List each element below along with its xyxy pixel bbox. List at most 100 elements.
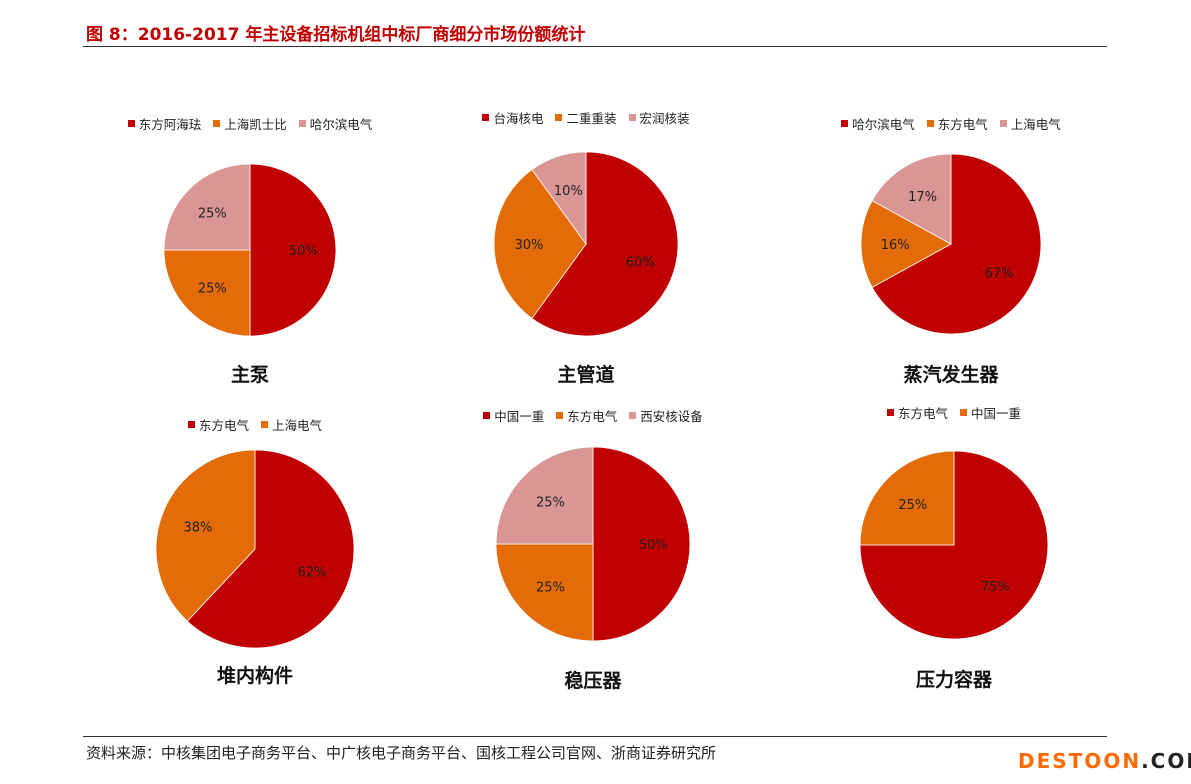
legend-item: 二重重装 (555, 108, 617, 127)
pie-slice (163, 249, 251, 337)
legend-swatch (213, 120, 221, 127)
legend-swatch (926, 120, 934, 127)
slice-value-label: 50% (639, 538, 668, 553)
pie-chart: 50% 25% 25% (495, 446, 691, 642)
slice-value-label: 17% (908, 190, 937, 205)
slice-value-label: 50% (289, 244, 318, 259)
pie-slice (493, 169, 587, 319)
legend-item: 上海凯士比 (213, 114, 287, 133)
legend-swatch (886, 409, 894, 416)
legend-swatch (556, 412, 564, 419)
legend-item: 中国一重 (483, 406, 544, 425)
pie-slice (871, 153, 1042, 335)
pie-slice (495, 543, 594, 642)
pie-slice (859, 450, 1049, 640)
pie-slice (531, 151, 679, 337)
legend-swatch (482, 114, 490, 121)
legend-label: 台海核电 (493, 111, 544, 126)
legend-item: 上海电气 (261, 415, 322, 434)
legend-item: 东方电气 (926, 114, 988, 133)
legend-label: 东方电气 (897, 406, 948, 421)
pie-chart-panel: 台海核电 二重重装 宏润核装 60% 30% 10% 主管道 (436, 104, 736, 404)
legend-item: 台海核电 (482, 108, 543, 127)
pie-slice (592, 446, 691, 642)
legend-swatch (960, 409, 967, 416)
legend-swatch (999, 120, 1007, 127)
watermark-logo: DESTOON.COM (1018, 749, 1191, 773)
pie-slice (531, 151, 587, 246)
legend-swatch (298, 120, 306, 127)
pie-chart: 50% 25% 25% (163, 163, 337, 337)
legend-item: 哈尔滨电气 (841, 114, 915, 133)
slice-value-label: 60% (626, 256, 655, 271)
legend-item: 东方电气 (187, 415, 249, 434)
slice-value-label: 25% (198, 282, 227, 297)
pie-slice (860, 200, 952, 288)
pie-chart: 60% 30% 10% (493, 151, 679, 337)
pie-slice (859, 450, 955, 546)
legend-swatch (187, 421, 195, 428)
legend-item: 东方电气 (886, 403, 948, 422)
pie-slice (155, 449, 256, 622)
slice-value-label: 10% (554, 184, 583, 199)
chart-title: 蒸汽发生器 (903, 364, 999, 386)
slice-value-label: 25% (536, 495, 565, 510)
pie-chart-panel: 东方电气 中国一重 75% 25% 压力容器 (804, 401, 1104, 701)
pie-chart: 75% 25% (859, 450, 1049, 640)
legend-swatch (555, 114, 563, 121)
chart-title: 压力容器 (915, 669, 992, 691)
slice-value-label: 25% (898, 498, 927, 513)
pie-chart-panel: 东方阿海珐 上海凯士比 哈尔滨电气 50% 25% 25% 主泵 (100, 110, 400, 410)
legend-label: 上海电气 (272, 418, 323, 433)
legend-label: 东方电气 (937, 117, 988, 132)
legend-label: 中国一重 (971, 406, 1022, 421)
legend-item: 东方阿海珐 (127, 114, 202, 133)
slice-value-label: 75% (981, 580, 1010, 595)
legend-item: 东方电气 (556, 406, 617, 425)
source-note: 资料来源：中核集团电子商务平台、中广核电子商务平台、国核工程公司官网、浙商证券研… (86, 744, 717, 762)
pie-slice (249, 163, 337, 337)
legend-swatch (261, 421, 268, 428)
chart-legend: 东方电气 上海电气 (105, 415, 405, 434)
legend-item: 西安核设备 (629, 406, 703, 425)
legend-label: 宏润核装 (639, 111, 690, 126)
pie-slice (186, 449, 355, 649)
pie-slice (163, 163, 251, 251)
chart-legend: 台海核电 二重重装 宏润核装 (436, 108, 736, 127)
legend-label: 二重重装 (566, 111, 617, 126)
chart-title: 主管道 (557, 364, 615, 386)
legend-swatch (629, 412, 637, 419)
chart-title: 主泵 (230, 364, 269, 386)
figure-title: 图 8：2016-2017 年主设备招标机组中标厂商细分市场份额统计 (86, 25, 586, 45)
legend-label: 东方电气 (567, 409, 618, 424)
slice-value-label: 67% (985, 266, 1014, 281)
legend-swatch (841, 120, 849, 127)
legend-swatch (483, 412, 491, 419)
slice-value-label: 16% (881, 238, 910, 253)
pie-slice (871, 153, 952, 245)
pie-chart: 67% 16% 17% (860, 153, 1042, 335)
legend-label: 上海凯士比 (224, 117, 287, 132)
chart-legend: 中国一重 东方电气 西安核设备 (443, 406, 743, 425)
slice-value-label: 25% (536, 581, 565, 596)
legend-label: 东方电气 (198, 418, 249, 433)
pie-slice (495, 446, 594, 545)
chart-title: 稳压器 (564, 670, 622, 692)
bottom-divider (83, 736, 1107, 737)
chart-title: 堆内构件 (216, 665, 293, 687)
legend-label: 东方阿海珐 (138, 117, 202, 132)
legend-label: 中国一重 (494, 409, 545, 424)
legend-label: 哈尔滨电气 (309, 117, 373, 132)
chart-legend: 东方电气 中国一重 (804, 403, 1104, 422)
slice-value-label: 38% (183, 520, 212, 535)
legend-label: 上海电气 (1010, 117, 1061, 132)
legend-item: 宏润核装 (628, 108, 690, 127)
legend-swatch (127, 120, 135, 127)
pie-chart: 62% 38% (155, 449, 355, 649)
chart-legend: 东方阿海珐 上海凯士比 哈尔滨电气 (100, 114, 400, 133)
pie-chart-panel: 哈尔滨电气 东方电气 上海电气 67% 16% 17% 蒸汽发生器 (801, 110, 1101, 410)
slice-value-label: 30% (515, 238, 544, 253)
pie-chart-panel: 东方电气 上海电气 62% 38% 堆内构件 (105, 413, 405, 713)
legend-swatch (628, 114, 636, 121)
legend-item: 上海电气 (999, 114, 1061, 133)
